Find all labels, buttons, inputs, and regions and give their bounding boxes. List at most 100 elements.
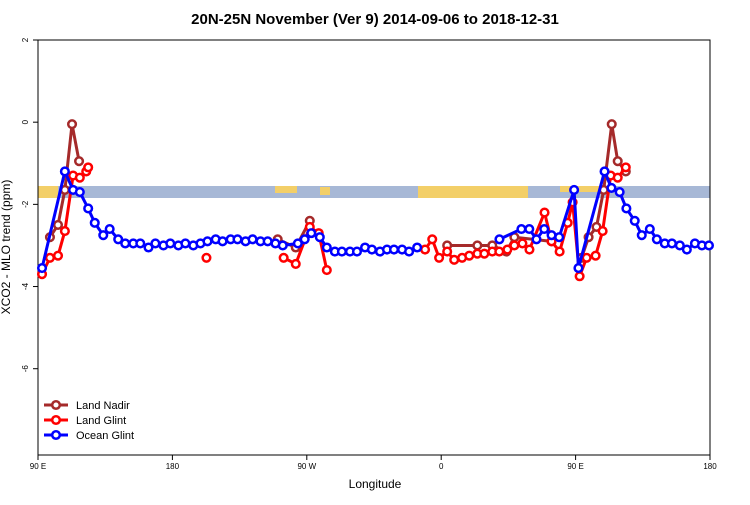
data-point <box>666 238 677 249</box>
data-point <box>74 186 85 198</box>
data-point <box>420 244 431 255</box>
data-point <box>606 182 617 193</box>
data-point <box>52 250 64 261</box>
data-point <box>412 242 423 253</box>
data-point <box>262 236 273 247</box>
x-tick-label: 180 <box>166 462 180 471</box>
data-point <box>703 240 715 251</box>
data-point <box>120 238 131 249</box>
x-tick-label: 90 E <box>567 462 583 471</box>
data-point <box>434 252 445 263</box>
data-point <box>321 242 332 253</box>
data-point <box>74 172 85 183</box>
data-point <box>644 223 655 235</box>
data-point <box>614 186 625 198</box>
y-tick-label: 2 <box>21 37 30 42</box>
data-point <box>83 162 94 173</box>
data-point <box>494 234 505 245</box>
legend-marker <box>50 429 62 441</box>
data-point <box>494 246 505 257</box>
data-point <box>135 238 146 249</box>
y-tick-label: -6 <box>21 365 30 373</box>
data-point <box>524 244 535 255</box>
data-point <box>636 230 647 241</box>
data-point <box>66 119 78 130</box>
data-point <box>472 240 483 251</box>
data-point <box>442 246 453 257</box>
data-point <box>150 238 161 249</box>
data-point <box>554 246 565 257</box>
data-point <box>217 236 228 247</box>
data-point <box>277 240 288 251</box>
data-point <box>202 236 213 247</box>
data-point <box>681 244 692 255</box>
data-point <box>464 250 475 261</box>
legend-label: Land Glint <box>76 415 126 427</box>
data-point <box>606 119 617 130</box>
data-point <box>59 166 70 177</box>
data-point <box>590 250 601 261</box>
legend-label: Land Nadir <box>76 400 130 412</box>
data-point <box>388 244 400 255</box>
data-point <box>479 248 490 259</box>
data-point <box>574 271 585 282</box>
x-axis-label: Longitude <box>349 477 402 491</box>
data-point <box>165 238 176 249</box>
data-point <box>83 203 94 214</box>
data-point <box>581 252 592 263</box>
data-point <box>621 203 632 214</box>
data-point <box>290 258 301 269</box>
data-point <box>278 252 289 263</box>
legend-marker <box>50 399 62 411</box>
legend-label: Ocean Glint <box>76 430 134 442</box>
data-point <box>299 234 310 245</box>
data-point <box>180 238 191 249</box>
data-point <box>612 156 623 167</box>
data-point <box>59 226 70 237</box>
y-tick-label: -4 <box>21 282 30 290</box>
data-point <box>314 232 325 243</box>
data-point <box>509 240 520 251</box>
data-point <box>629 215 640 226</box>
data-point <box>306 228 317 239</box>
data-point <box>44 252 55 263</box>
data-point <box>98 230 109 241</box>
data-point <box>612 172 623 183</box>
data-point <box>404 246 415 257</box>
x-tick-label: 0 <box>439 462 444 471</box>
data-point <box>539 223 550 235</box>
data-point <box>74 156 85 167</box>
data-point <box>620 162 631 173</box>
map-strip <box>38 186 710 198</box>
chart-title: 20N-25N November (Ver 9) 2014-09-06 to 2… <box>191 11 559 28</box>
data-point <box>516 223 527 235</box>
data-point <box>599 166 610 177</box>
data-point <box>366 244 377 255</box>
data-point <box>89 217 100 228</box>
y-tick-label: -2 <box>21 200 30 208</box>
data-point <box>232 234 243 245</box>
data-point <box>449 254 460 265</box>
data-point <box>292 238 303 249</box>
x-tick-label: 180 <box>703 462 717 471</box>
data-point <box>524 223 535 235</box>
y-tick-label: 0 <box>21 119 30 124</box>
data-point <box>113 234 124 245</box>
data-point <box>104 223 115 235</box>
data-point <box>573 262 584 274</box>
data-point <box>351 246 363 257</box>
data-point <box>336 246 347 257</box>
data-point <box>201 252 212 263</box>
data-point <box>597 226 608 237</box>
x-tick-label: 90 E <box>30 462 46 471</box>
y-axis-label: XCO2 - MLO trend (ppm) <box>0 180 13 315</box>
data-point <box>531 234 542 245</box>
data-point <box>143 242 154 253</box>
data-point <box>674 240 685 251</box>
data-point <box>554 232 565 243</box>
data-point <box>427 234 438 245</box>
data-point <box>651 234 662 245</box>
legend-marker <box>50 414 62 426</box>
x-tick-label: 90 W <box>297 462 316 471</box>
